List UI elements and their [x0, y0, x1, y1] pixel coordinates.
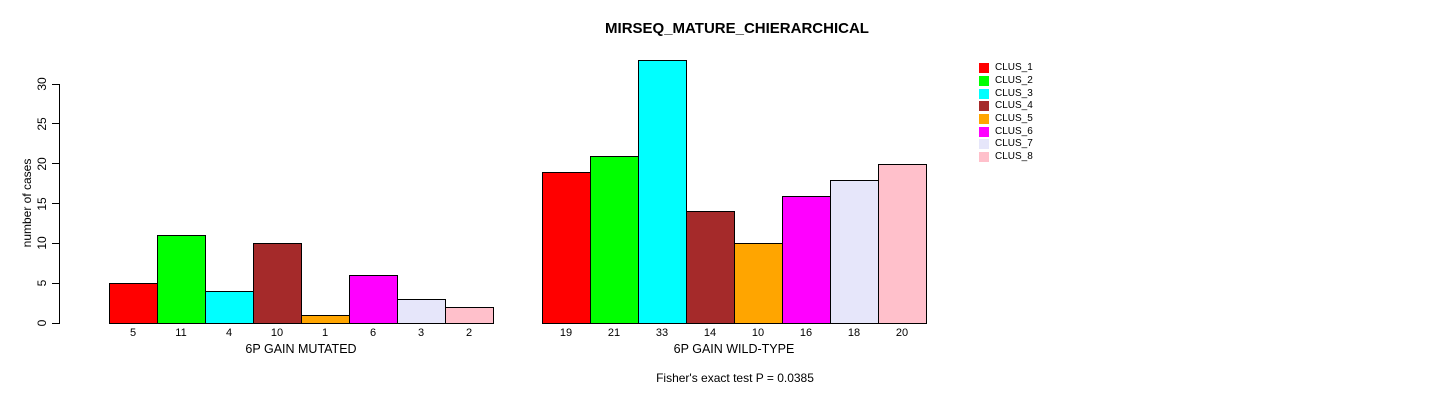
- y-tick-label-15: 15: [35, 196, 49, 211]
- legend-label-clus_4: CLUS_4: [995, 100, 1033, 112]
- bar-CLUS_7-6p-gain-wild-type: [830, 179, 879, 324]
- bar-CLUS_4-6p-gain-wild-type: [686, 211, 735, 324]
- bar-value-label: 4: [225, 327, 233, 339]
- legend-label-clus_5: CLUS_5: [995, 113, 1033, 125]
- legend-swatch-clus_7: [979, 139, 989, 150]
- legend-item-clus_8: CLUS_8: [979, 151, 1033, 164]
- group-label-1: 6P GAIN MUTATED: [245, 342, 357, 356]
- bar-CLUS_6-6p-gain-mutated: [349, 275, 398, 324]
- legend: CLUS_1 CLUS_2 CLUS_3 CLUS_4 CLUS_5 CLUS_6 CLUS…: [979, 62, 1033, 164]
- legend-label-clus_3: CLUS_3: [995, 87, 1033, 99]
- legend-swatch-clus_5: [979, 114, 989, 125]
- bar-CLUS_5-6p-gain-wild-type: [734, 243, 783, 324]
- legend-label-clus_8: CLUS_8: [995, 151, 1033, 163]
- bar-value-label: 21: [607, 327, 621, 339]
- y-tick-label-5: 5: [35, 279, 49, 287]
- bar-CLUS_2-6p-gain-mutated: [157, 235, 206, 324]
- bar-value-label: 1: [321, 327, 329, 339]
- bar-value-label: 3: [417, 327, 425, 339]
- bar-CLUS_6-6p-gain-wild-type: [782, 195, 831, 324]
- bar-CLUS_3-6p-gain-wild-type: [638, 60, 687, 324]
- fisher-test-annotation: Fisher's exact test P = 0.0385: [656, 371, 814, 385]
- chart-title: MIRSEQ_MATURE_CHIERARCHICAL: [605, 20, 869, 37]
- legend-item-clus_2: CLUS_2: [979, 75, 1033, 88]
- bar-value-label: 10: [270, 327, 284, 339]
- y-axis-label: number of cases: [20, 158, 34, 248]
- bar-CLUS_5-6p-gain-mutated: [301, 315, 350, 324]
- bar-CLUS_7-6p-gain-mutated: [397, 299, 446, 324]
- legend-item-clus_1: CLUS_1: [979, 62, 1033, 75]
- bar-CLUS_2-6p-gain-wild-type: [590, 155, 639, 324]
- y-tick-mark-25: [52, 123, 59, 125]
- y-tick-label-10: 10: [35, 236, 49, 251]
- legend-item-clus_7: CLUS_7: [979, 138, 1033, 151]
- bar-value-label: 18: [847, 327, 861, 339]
- legend-item-clus_5: CLUS_5: [979, 113, 1033, 126]
- bar-CLUS_8-6p-gain-wild-type: [878, 163, 927, 324]
- bar-value-label: 6: [369, 327, 377, 339]
- y-tick-mark-10: [52, 242, 59, 244]
- y-tick-label-30: 30: [35, 77, 49, 91]
- legend-swatch-clus_4: [979, 101, 989, 112]
- bar-CLUS_8-6p-gain-mutated: [445, 307, 494, 324]
- legend-item-clus_3: CLUS_3: [979, 87, 1033, 100]
- y-axis-line: [59, 84, 60, 324]
- legend-label-clus_1: CLUS_1: [995, 62, 1033, 74]
- bar-value-label: 5: [129, 327, 137, 339]
- bar-value-label: 16: [799, 327, 813, 339]
- bar-value-label: 10: [751, 327, 765, 339]
- bar-value-label: 11: [175, 327, 187, 339]
- y-tick-mark-20: [52, 163, 59, 165]
- legend-item-clus_6: CLUS_6: [979, 125, 1033, 138]
- y-tick-mark-5: [52, 282, 59, 284]
- y-tick-label-25: 25: [35, 117, 49, 131]
- bar-value-label: 2: [465, 327, 473, 339]
- bar-CLUS_3-6p-gain-mutated: [205, 291, 254, 324]
- bar-value-label: 20: [895, 327, 909, 339]
- bar-CLUS_1-6p-gain-mutated: [109, 283, 158, 324]
- bar-value-label: 19: [559, 327, 573, 339]
- legend-label-clus_2: CLUS_2: [995, 75, 1033, 87]
- bar-CLUS_4-6p-gain-mutated: [253, 243, 302, 324]
- legend-swatch-clus_6: [979, 126, 989, 137]
- legend-swatch-clus_3: [979, 88, 989, 99]
- legend-swatch-clus_1: [979, 63, 989, 74]
- y-tick-mark-0: [52, 322, 59, 324]
- y-tick-mark-15: [52, 203, 59, 204]
- y-tick-label-0: 0: [35, 319, 49, 327]
- legend-item-clus_4: CLUS_4: [979, 100, 1033, 113]
- group-label-2: 6P GAIN WILD-TYPE: [673, 342, 795, 356]
- bar-value-label: 33: [655, 327, 669, 339]
- bar-CLUS_1-6p-gain-wild-type: [542, 171, 591, 324]
- y-tick-label-20: 20: [35, 156, 49, 171]
- y-tick-mark-30: [52, 83, 59, 85]
- legend-swatch-clus_8: [979, 152, 989, 163]
- legend-label-clus_6: CLUS_6: [995, 125, 1033, 137]
- legend-swatch-clus_2: [979, 76, 989, 87]
- legend-label-clus_7: CLUS_7: [995, 138, 1033, 150]
- bar-value-label: 14: [703, 327, 717, 339]
